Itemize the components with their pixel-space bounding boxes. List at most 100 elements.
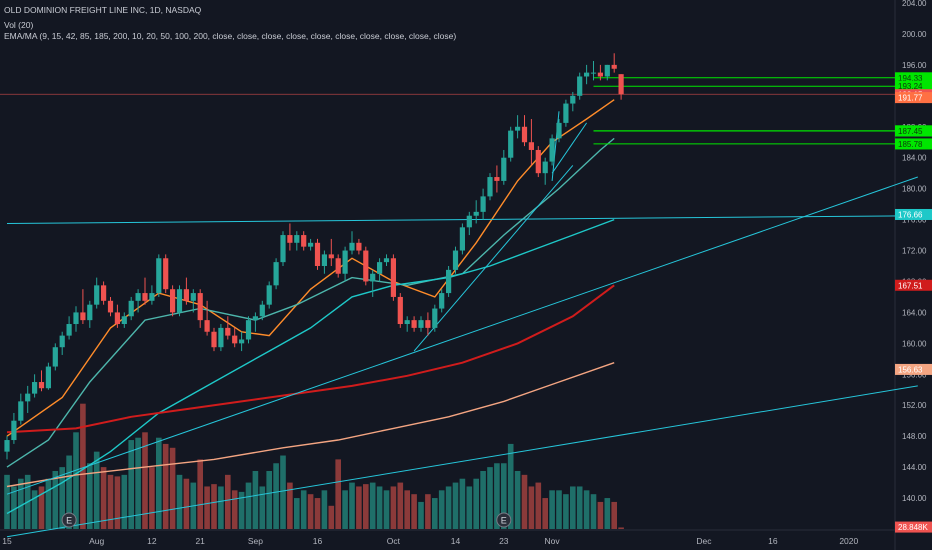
volume-bar [162,443,169,529]
volume-bar [376,486,383,529]
candle-body [32,382,38,394]
volume-bar [156,437,162,529]
candle-body [604,64,610,77]
price-tag-label: 176.66 [898,210,923,219]
volume-bar [404,490,410,529]
volume-bar [225,474,231,529]
candle-body [232,335,238,344]
candle-body [280,235,286,263]
volume-bar [514,470,521,529]
candle-body [11,420,17,441]
candle-body [528,142,534,150]
volume-bar [169,447,176,529]
candle-body [252,316,258,321]
volume-bar [142,432,148,529]
volume-bar [121,474,128,529]
volume-bar [273,463,279,529]
ema-slow-line [6,218,615,515]
volume-bar [52,470,59,529]
candle-body [377,262,383,274]
volume-bar [218,486,224,529]
volume-bar [363,484,369,529]
volume-bar [18,478,24,529]
y-tick-label: 152.00 [902,401,927,410]
volume-bar [287,482,293,529]
volume-bar [114,476,121,529]
ma100-line [6,284,615,434]
volume-bar [466,486,473,529]
volume-bar [487,467,493,529]
x-tick-label: 14 [451,536,461,546]
volume-bar [107,474,114,529]
candle-body [597,72,603,77]
candle-body [225,327,231,336]
price-tag [895,521,932,533]
x-tick-label: 2020 [839,536,858,546]
candle-body [577,76,583,96]
volume-bar [528,486,535,529]
candle-body [452,250,459,270]
candle-body [128,300,134,317]
volume-bar [252,470,259,529]
candle-body [487,177,493,197]
candle-body [508,130,514,158]
candle-body [114,312,120,325]
candle-body [94,285,100,305]
candle-body [121,316,127,325]
volume-bar [349,482,355,529]
volume-bar [149,467,155,529]
volume-bar [211,484,217,529]
volume-bar [397,482,404,529]
trend-line [413,165,574,352]
volume-bar [11,486,17,529]
candle-body [45,366,51,389]
y-tick-label: 160.00 [902,339,927,348]
volume-bar [266,470,272,529]
volume-bar [473,478,479,529]
x-tick-label: 23 [499,536,509,546]
volume-bar [425,494,431,529]
volume-bar [494,463,500,529]
volume-bar [100,467,107,529]
candle-body [397,296,403,325]
candle-body [370,273,376,282]
volume-bar [183,478,190,529]
volume-bar [356,486,362,529]
candle-body [432,308,438,328]
ema-legend: EMA/MA (9, 15, 42, 85, 185, 200, 10, 20,… [4,31,457,41]
volume-bar [452,482,459,529]
volume-bar [280,455,286,529]
candle-body [521,126,528,143]
volume-bar [411,494,417,529]
volume-bar [535,482,542,529]
volume-bar [204,486,210,529]
volume-bar [438,490,445,529]
volume-bar [507,443,514,529]
volume-bar [501,463,507,529]
candle-body [38,382,45,389]
earnings-marker-label: E [501,516,507,526]
volume-bar [245,482,252,529]
candle-body [570,95,576,104]
candle-body [204,320,210,332]
candle-body [314,242,321,266]
x-tick-label: Dec [696,536,712,546]
volume-legend: Vol (20) [4,20,34,30]
candle-body [294,235,300,243]
candle-body [549,138,555,162]
ma200-line [6,362,615,488]
candle-body [259,304,265,317]
x-tick-label: 21 [195,536,205,546]
candle-body [459,227,465,251]
volume-bar [604,498,611,529]
volume-bar [611,501,617,529]
candle-body [135,293,141,301]
volume-bar [383,490,390,529]
price-tag [895,208,932,220]
volume-bar [521,474,528,529]
volume-bar [342,490,348,529]
candle-body [563,103,569,123]
x-tick-label: Nov [545,536,561,546]
